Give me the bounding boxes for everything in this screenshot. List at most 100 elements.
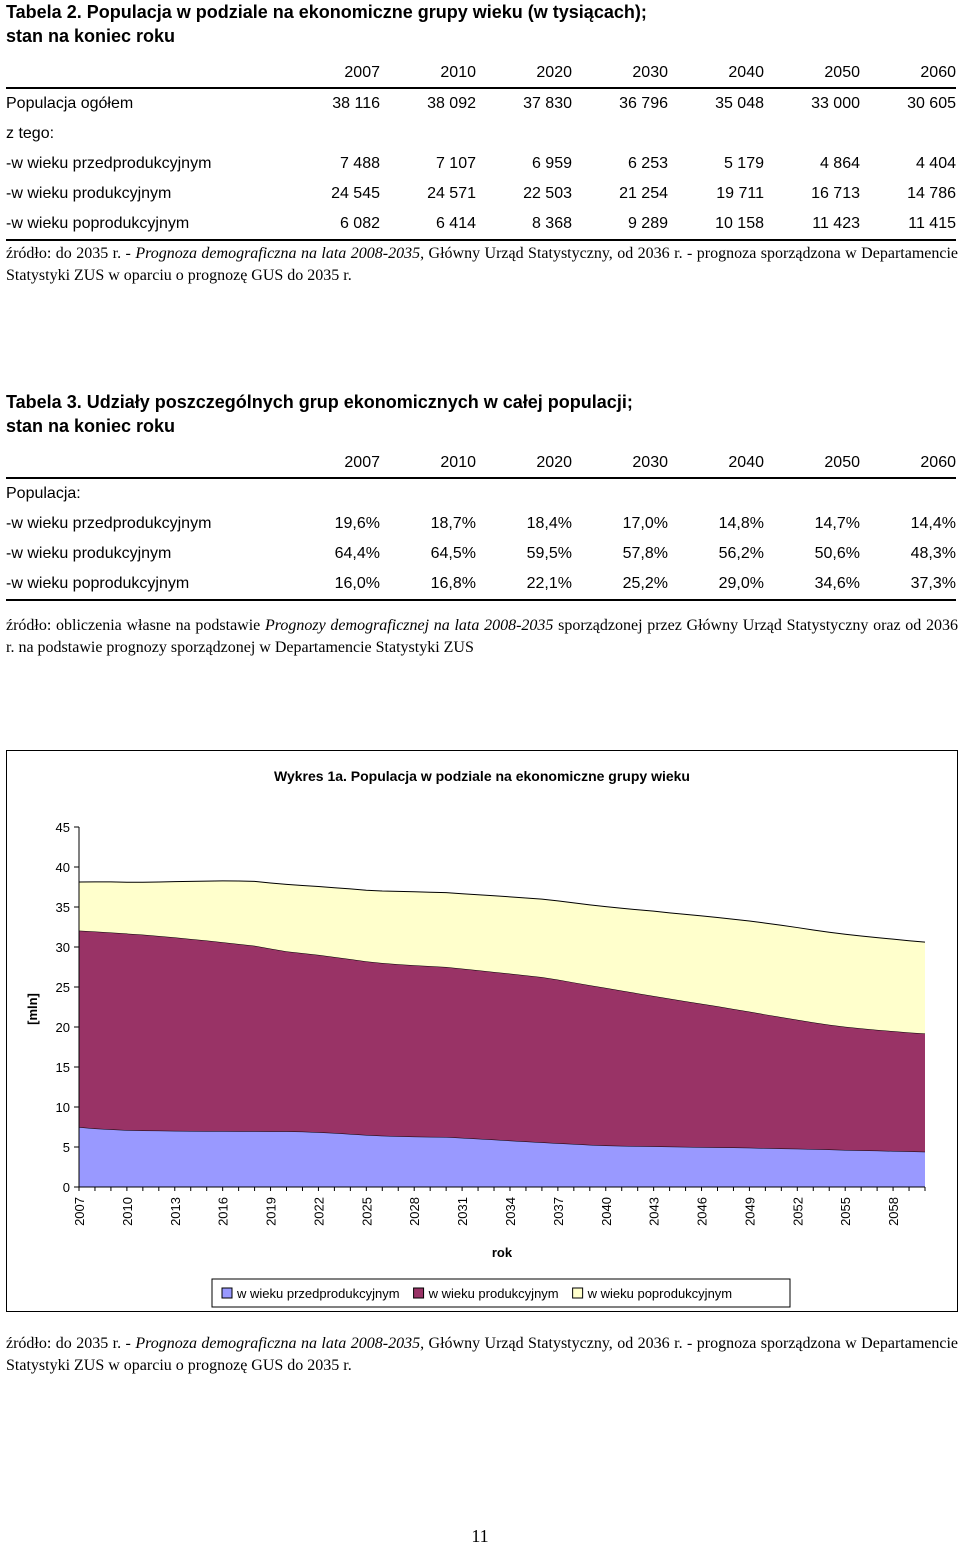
y-tick-label: 40 [56,860,70,875]
table-row: Populacja ogółem 38 116 38 092 37 830 36 796… [6,88,956,119]
chart-source-title: Prognoza demograficzna na lata 2008-2035 [135,1335,421,1352]
x-tick-label: 2046 [695,1197,710,1226]
table-cell: 36 796 [619,95,668,112]
column-header-year: 2060 [860,58,956,89]
table-cell: 48,3% [910,545,956,562]
table2-source-c: , Główny Urząd Statystyczny, od 2036 r. … [6,245,959,284]
table-cell: 56,2% [718,545,764,562]
table-cell: 37,3% [860,569,956,601]
table-cell: 7 488 [339,155,380,172]
column-header-year: 2030 [572,58,668,89]
header-row: 2007 2010 2020 2030 2040 2050 2060 [6,58,956,89]
y-tick-label: 20 [56,1020,70,1035]
row-label: -w wieku przedprodukcyjnym [6,155,212,172]
section-row: Populacja: [6,478,956,509]
column-header-year: 2050 [764,448,860,479]
table2-caption: Tabela 2. Populacja w podziale na ekonom… [6,0,647,48]
table-cell: 6 082 [284,209,380,241]
table-cell: 16 713 [811,185,860,202]
table2-source: źródło: do 2035 r. - Prognoza demografic… [6,243,958,287]
table-cell: 4 404 [915,155,956,172]
chart-frame: Wykres 1a. Populacja w podziale na ekono… [6,750,958,1312]
y-tick-label: 15 [56,1060,70,1075]
row-label: -w wieku przedprodukcyjnym [6,515,212,532]
table-cell [668,119,764,149]
legend-box [211,1278,791,1308]
table-row: -w wieku poprodukcyjnym 6 082 6 414 8 368 9 … [6,209,956,241]
column-header-year: 2007 [284,448,380,479]
table-cell [860,119,956,149]
table-cell: 37 830 [523,95,572,112]
table3-source-a: źródło: obliczenia własne na podstawie [6,617,265,634]
table-cell: 19 711 [716,185,764,202]
y-tick-label: 0 [63,1180,70,1195]
column-header-year: 2007 [284,58,380,89]
table-cell: 4 864 [819,155,860,172]
chart-source-a: źródło: do 2035 r. - [6,1335,136,1352]
table-cell: 11 415 [860,209,956,241]
x-tick-label: 2013 [168,1197,183,1226]
x-tick-label: 2010 [120,1197,135,1226]
table-cell: 8 368 [476,209,572,241]
table-cell [284,119,380,149]
table-cell: 14 786 [907,185,956,202]
y-tick-label: 25 [56,980,70,995]
table-row: -w wieku produkcyjnym 24 545 24 571 22 503 2… [6,179,956,209]
table-cell: 64,4% [334,545,380,562]
header-corner [6,448,284,479]
row-label: -w wieku poprodukcyjnym [6,209,284,241]
x-tick-label: 2022 [311,1197,326,1226]
y-tick-label: 10 [56,1100,70,1115]
legend-label-2: w wieku poprodukcyjnym [587,1286,733,1301]
row-label: -w wieku produkcyjnym [6,185,172,202]
x-tick-label: 2037 [551,1197,566,1226]
y-tick-label: 5 [63,1140,70,1155]
row-label: z tego: [6,125,55,142]
column-header-year: 2050 [764,58,860,89]
area-series-0 [79,1127,925,1187]
table3-source-title: Prognozy demograficznej na lata 2008-203… [264,617,554,634]
table-cell: 22,1% [476,569,572,601]
chart-x-axis-label: rok [492,1245,513,1260]
table-cell: 10 158 [668,209,764,241]
table-cell: 59,5% [526,545,572,562]
column-header-year: 2030 [572,448,668,479]
legend-label-0: w wieku przedprodukcyjnym [236,1286,400,1301]
chart-y-axis-label: [mln] [25,993,40,1025]
table-cell: 38 116 [332,95,380,112]
table-cell: 6 959 [531,155,572,172]
x-tick-label: 2040 [599,1197,614,1226]
y-tick-label: 30 [56,940,70,955]
y-tick-label: 35 [56,900,70,915]
table-cell: 24 571 [427,185,476,202]
x-tick-label: 2031 [455,1197,470,1226]
column-header-year: 2020 [476,448,572,479]
table-cell: 24 545 [331,185,380,202]
x-tick-label: 2034 [503,1197,518,1226]
table-cell [572,119,668,149]
area-series-top-line-2 [78,880,926,943]
table3-source-c: sporządzonej przez Główny Urząd Statysty… [6,617,959,656]
chart-legend: w wieku przedprodukcyjnym w wieku produkc… [211,1278,791,1308]
table-cell: 7 107 [435,155,476,172]
table-cell: 18,4% [526,515,572,532]
table-cell: 34,6% [764,569,860,601]
header-row: 2007 2010 2020 2030 2040 2050 2060 [6,448,956,479]
column-header-year: 2040 [668,448,764,479]
table-cell: 29,0% [668,569,764,601]
column-header-year: 2020 [476,58,572,89]
table-cell: 11 423 [764,209,860,241]
table-row: -w wieku przedprodukcyjnym 7 488 7 107 6 95… [6,149,956,179]
column-header-year: 2060 [860,448,956,479]
table-cell: 38 092 [427,95,476,112]
table2-source-title: Prognoza demograficzna na lata 2008-2035 [135,245,421,262]
x-tick-label: 2052 [790,1197,805,1226]
table-cell: 14,8% [718,515,764,532]
table-cell: 25,2% [572,569,668,601]
table3-source: źródło: obliczenia własne na podstawie P… [6,615,958,659]
chart-title: Wykres 1a. Populacja w podziale na ekono… [274,768,690,784]
table2: 2007 2010 2020 2030 2040 2050 2060 Populacja og… [6,58,956,241]
table-cell: 57,8% [622,545,668,562]
x-tick-label: 2058 [886,1197,901,1226]
